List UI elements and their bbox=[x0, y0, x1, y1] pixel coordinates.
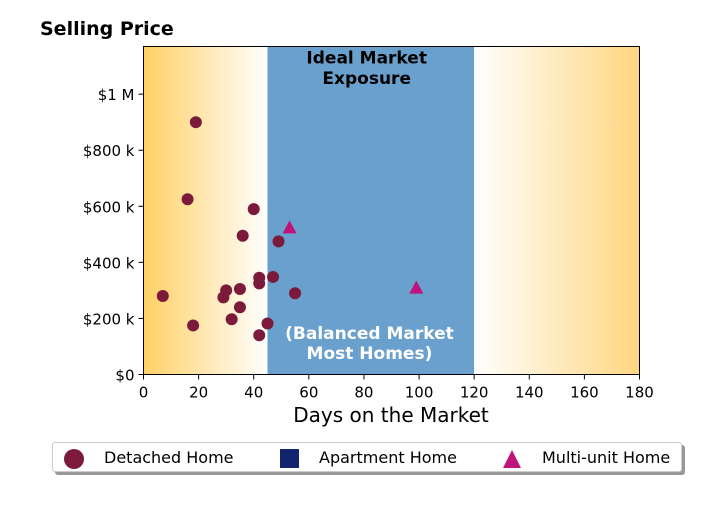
data-point bbox=[220, 284, 233, 297]
data-point bbox=[233, 301, 246, 314]
data-point bbox=[253, 329, 266, 342]
x-tick-label: 180 bbox=[625, 384, 654, 402]
annotation-text: Ideal Market bbox=[306, 49, 427, 69]
data-point bbox=[156, 290, 169, 303]
data-point bbox=[289, 287, 302, 300]
y-tick-label: $1 M bbox=[98, 86, 135, 104]
x-tick-label: 0 bbox=[139, 384, 149, 402]
plot-frame bbox=[143, 46, 640, 375]
data-point bbox=[253, 271, 266, 284]
x-tick-label: 140 bbox=[515, 384, 544, 402]
square-icon bbox=[280, 449, 299, 468]
x-tick-label: 80 bbox=[354, 384, 373, 402]
band-ideal-exposure bbox=[267, 46, 475, 375]
y-tick-label: $600 k bbox=[83, 198, 135, 216]
x-tick-label: 20 bbox=[189, 384, 208, 402]
x-tick-label: 120 bbox=[460, 384, 489, 402]
legend-label-detached: Detached Home bbox=[104, 448, 234, 467]
data-point bbox=[187, 319, 200, 332]
y-tick-label: $200 k bbox=[83, 310, 135, 328]
legend: Detached Home Apartment Home Multi-unit … bbox=[52, 442, 682, 472]
y-tick-label: $800 k bbox=[83, 142, 135, 160]
data-point bbox=[282, 220, 297, 234]
legend-label-apartment: Apartment Home bbox=[319, 448, 457, 467]
circle-icon bbox=[64, 449, 84, 469]
data-point bbox=[261, 317, 274, 330]
annotation-text: Exposure bbox=[322, 69, 411, 89]
x-tick-label: 100 bbox=[405, 384, 434, 402]
triangle-icon bbox=[503, 450, 521, 468]
y-tick-label: $0 bbox=[115, 367, 134, 385]
data-point bbox=[233, 282, 246, 295]
legend-label-multi-unit: Multi-unit Home bbox=[542, 448, 671, 467]
data-point bbox=[409, 280, 424, 294]
annotation-text: Most Homes) bbox=[307, 344, 433, 364]
data-point bbox=[181, 193, 194, 206]
x-tick-label: 60 bbox=[299, 384, 318, 402]
band-high-exposure bbox=[474, 46, 640, 375]
x-tick-label: 40 bbox=[244, 384, 263, 402]
chart-title: Selling Price bbox=[40, 18, 174, 40]
data-point bbox=[225, 313, 238, 326]
annotation-text: (Balanced Market bbox=[285, 324, 454, 344]
x-axis-label: Days on the Market bbox=[293, 403, 489, 427]
data-point bbox=[189, 116, 202, 129]
band-low-exposure bbox=[143, 46, 268, 375]
data-point bbox=[267, 270, 280, 283]
x-tick-label: 160 bbox=[570, 384, 599, 402]
y-tick-label: $400 k bbox=[83, 254, 135, 272]
data-point bbox=[272, 235, 285, 248]
data-point bbox=[247, 203, 260, 216]
data-point bbox=[236, 229, 249, 242]
